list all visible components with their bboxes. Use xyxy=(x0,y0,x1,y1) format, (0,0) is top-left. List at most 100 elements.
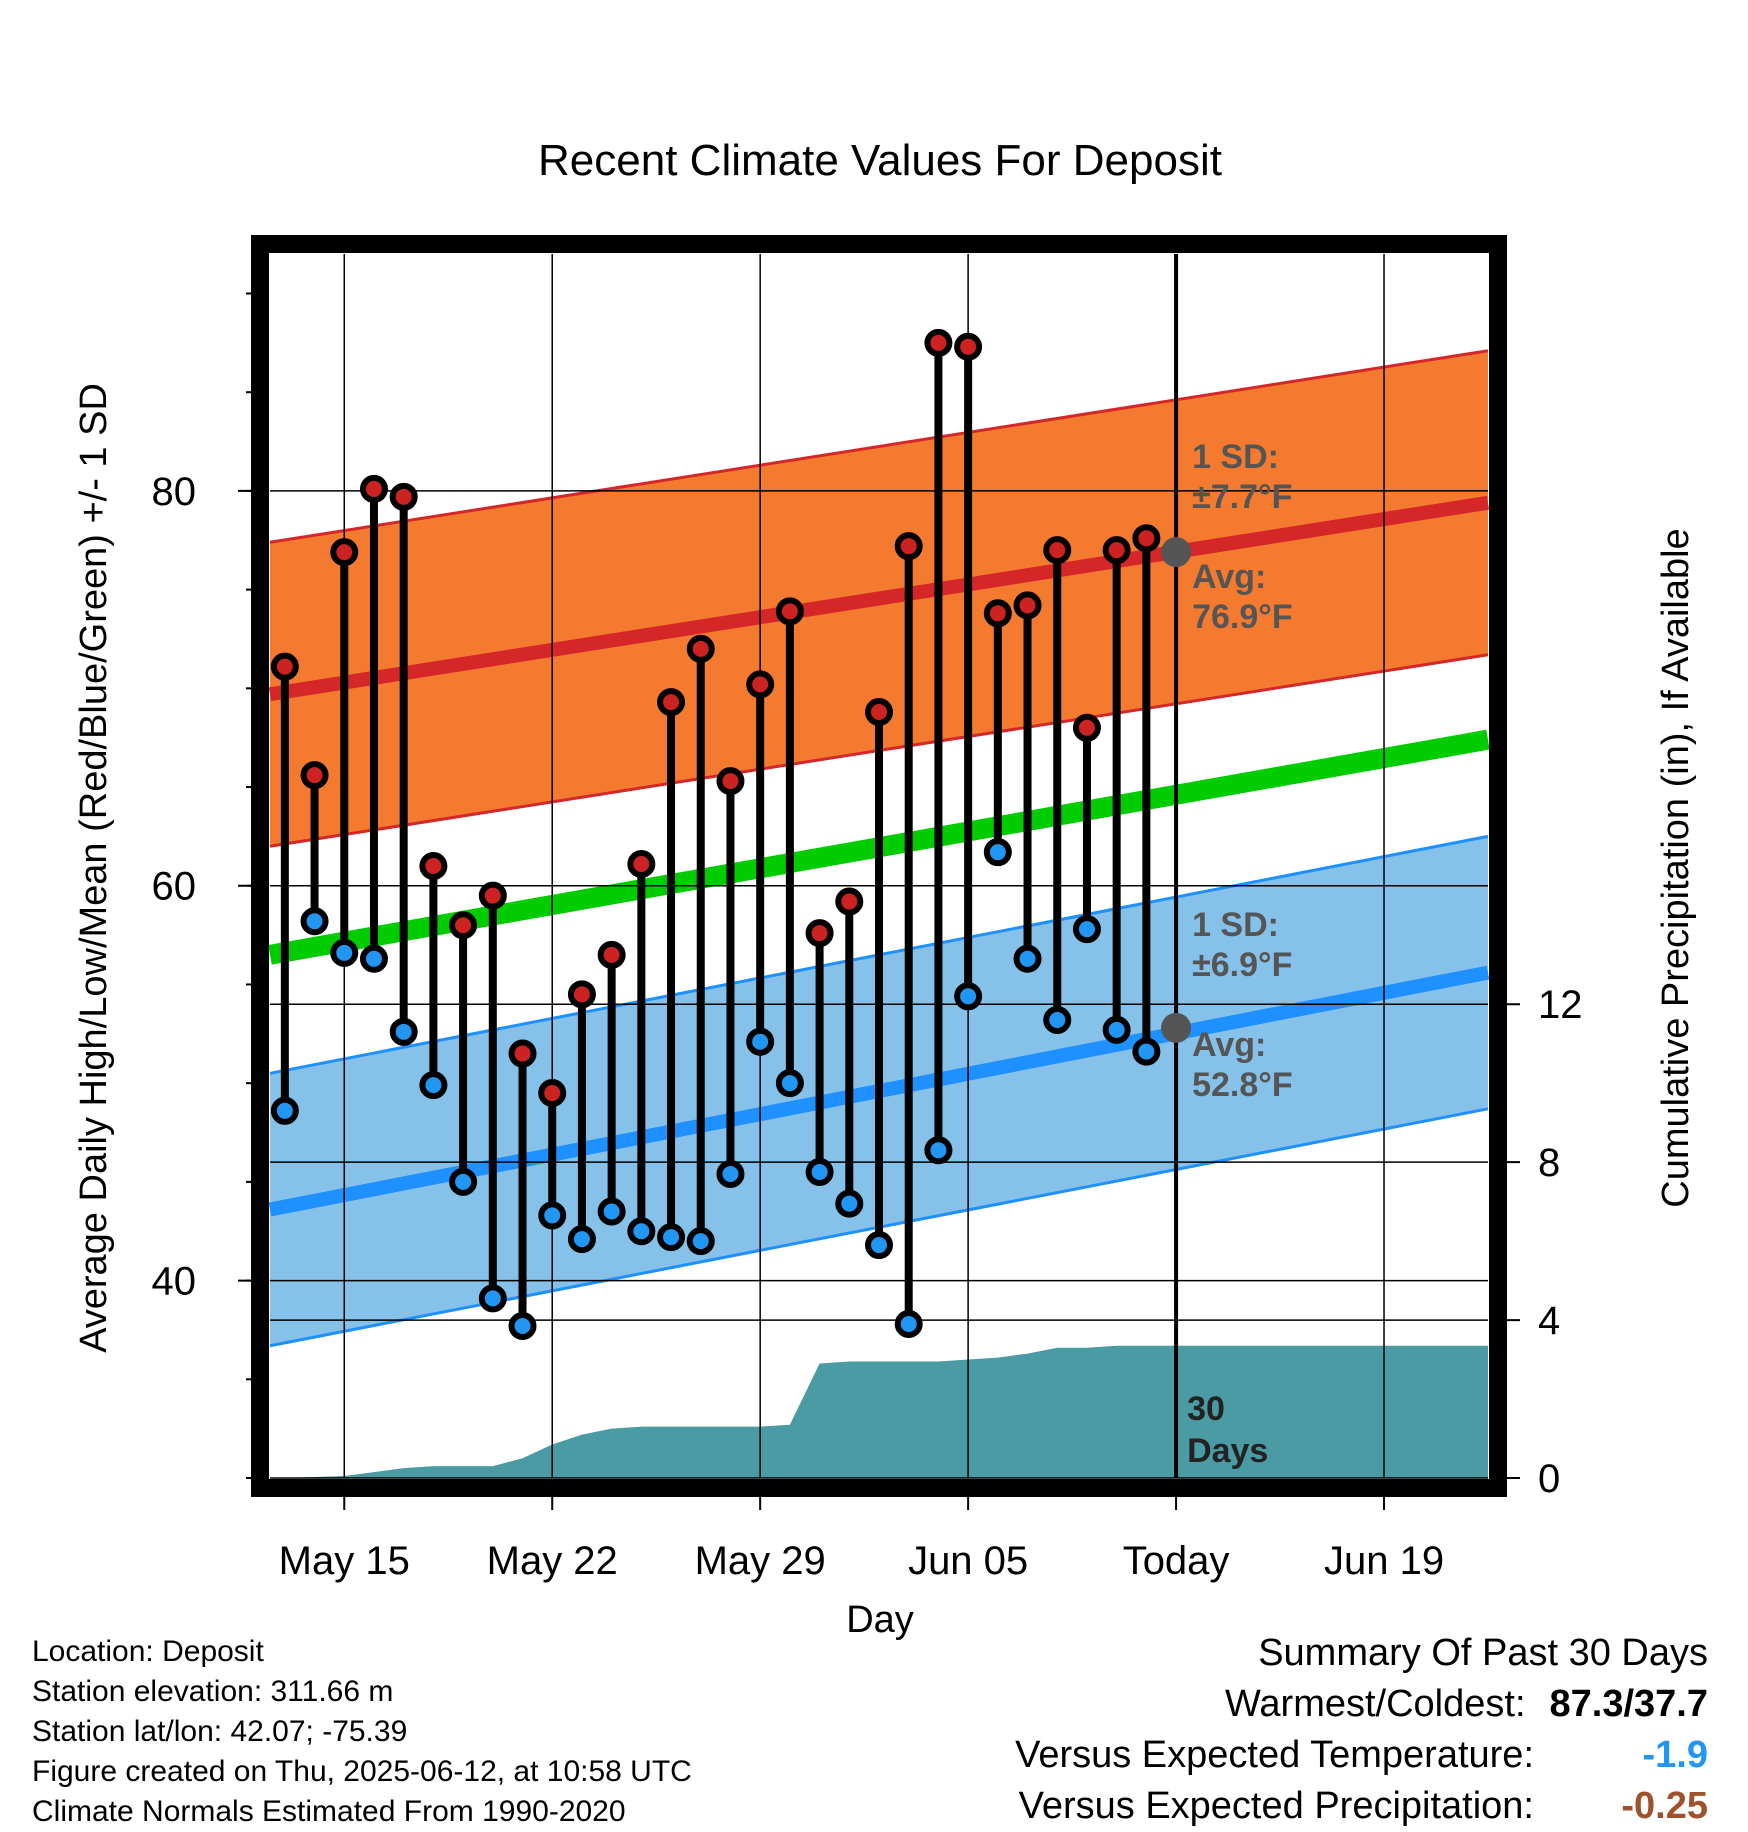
footer-elevation: Station elevation: 311.66 m xyxy=(32,1675,394,1708)
low-point xyxy=(300,907,329,936)
x-tick-label: Jun 19 xyxy=(1324,1539,1444,1583)
low-sd-annotation-line2: ±6.9°F xyxy=(1192,946,1292,984)
low-point xyxy=(1013,944,1042,973)
low-point xyxy=(597,1197,626,1226)
temp-label: Versus Expected Temperature: xyxy=(1015,1734,1534,1776)
low-point xyxy=(805,1158,834,1186)
low-point xyxy=(775,1069,804,1098)
low-point xyxy=(627,1217,656,1246)
high-point xyxy=(835,887,864,916)
summary-title: Summary Of Past 30 Days xyxy=(1258,1632,1708,1674)
high-point xyxy=(449,911,478,940)
high-sd-annotation-line2: ±7.7°F xyxy=(1192,478,1292,516)
high-sd-annotation-line1: 1 SD: xyxy=(1192,438,1279,476)
plot-frame xyxy=(251,235,1507,1497)
y2-tick-label: 0 xyxy=(1538,1457,1560,1501)
warmest-label: Warmest/Coldest: xyxy=(1224,1683,1526,1725)
high-point xyxy=(627,850,656,879)
summary-panel: Summary Of Past 30 Days Warmest/Coldest:… xyxy=(1015,1628,1708,1832)
high-point xyxy=(775,597,804,626)
high-point xyxy=(270,652,299,681)
footer-normals: Climate Normals Estimated From 1990-2020 xyxy=(32,1795,626,1828)
high-point xyxy=(954,332,983,361)
y-axis-label: Average Daily High/Low/Mean (Red/Blue/Gr… xyxy=(73,383,115,1353)
days-annotation-line1: 30 xyxy=(1187,1390,1225,1428)
low-point xyxy=(1102,1015,1131,1044)
low-point xyxy=(478,1284,507,1313)
high-point xyxy=(1013,591,1042,620)
high-point xyxy=(389,482,418,511)
y2-tick-label: 4 xyxy=(1538,1299,1560,1343)
low-point xyxy=(894,1310,923,1339)
high-point xyxy=(1043,536,1072,565)
low-point xyxy=(746,1027,775,1056)
low-avg-annotation-line2: 52.8°F xyxy=(1192,1066,1293,1104)
high-point xyxy=(478,881,507,910)
high-point xyxy=(894,532,923,561)
high-point xyxy=(1132,524,1161,553)
footer-latlon: Station lat/lon: 42.07; -75.39 xyxy=(32,1715,408,1748)
low-point xyxy=(1072,915,1101,944)
low-point xyxy=(359,944,388,973)
summary-temp-row: Versus Expected Temperature: -1.9 xyxy=(1015,1730,1708,1781)
low-point xyxy=(954,982,983,1011)
high-point xyxy=(359,474,388,503)
high-point xyxy=(865,698,893,727)
low-point xyxy=(686,1227,715,1256)
days-annotation-line2: Days xyxy=(1187,1432,1268,1470)
high-normal-line xyxy=(268,495,1490,702)
low-point xyxy=(865,1231,893,1260)
low-point xyxy=(983,838,1012,867)
today-low-avg-marker xyxy=(1161,1012,1192,1043)
temp-value: -1.9 xyxy=(1642,1734,1708,1776)
y2-tick-label: 8 xyxy=(1538,1141,1560,1185)
low-point xyxy=(835,1189,864,1218)
summary-precip-row: Versus Expected Precipitation: -0.25 xyxy=(1015,1781,1708,1832)
chart-title: Recent Climate Values For Deposit xyxy=(538,136,1222,185)
low-point xyxy=(389,1017,418,1046)
precip-label: Versus Expected Precipitation: xyxy=(1018,1785,1534,1827)
low-point xyxy=(538,1201,567,1230)
x-axis-label: Day xyxy=(846,1599,914,1641)
summary-warmest-row: Warmest/Coldest: 87.3/37.7 xyxy=(1015,1679,1708,1730)
high-point xyxy=(597,940,626,969)
low-point xyxy=(419,1071,448,1100)
low-point xyxy=(508,1311,537,1340)
x-tick-label: Today xyxy=(1123,1539,1230,1583)
x-tick-label: May 22 xyxy=(487,1539,618,1583)
high-point xyxy=(716,767,745,796)
high-point xyxy=(300,761,329,790)
high-point xyxy=(538,1079,567,1108)
y2-axis-label: Cumulative Precipitation (in), If Availa… xyxy=(1655,528,1697,1207)
low-point xyxy=(270,1096,299,1125)
high-point xyxy=(983,599,1012,628)
x-tick-label: Jun 05 xyxy=(908,1539,1028,1583)
high-point xyxy=(1072,713,1101,742)
high-avg-annotation-line2: 76.9°F xyxy=(1192,598,1293,636)
low-point xyxy=(1132,1037,1161,1066)
low-avg-annotation-line1: Avg: xyxy=(1192,1026,1266,1064)
precip-area xyxy=(284,1345,1489,1478)
low-point xyxy=(1043,1005,1072,1034)
low-point xyxy=(657,1223,686,1252)
high-point xyxy=(686,634,715,663)
high-avg-annotation-line1: Avg: xyxy=(1192,558,1266,596)
footer-created: Figure created on Thu, 2025-06-12, at 10… xyxy=(32,1755,692,1788)
precip-value: -0.25 xyxy=(1621,1785,1708,1827)
today-high-avg-marker xyxy=(1161,537,1192,568)
high-point xyxy=(746,670,775,699)
y-tick-label: 80 xyxy=(152,470,197,514)
high-point xyxy=(657,688,686,717)
y2-tick-label: 12 xyxy=(1538,983,1583,1027)
footer-info: Location: Deposit Station elevation: 311… xyxy=(32,1632,692,1832)
y-tick-label: 40 xyxy=(152,1260,197,1304)
y-tick-label: 60 xyxy=(152,865,197,909)
high-point xyxy=(419,852,448,880)
high-point xyxy=(508,1039,537,1068)
x-tick-label: May 29 xyxy=(695,1539,826,1583)
low-point xyxy=(567,1225,596,1254)
high-band-upper xyxy=(269,349,1489,544)
warmest-value: 87.3/37.7 xyxy=(1549,1683,1708,1725)
